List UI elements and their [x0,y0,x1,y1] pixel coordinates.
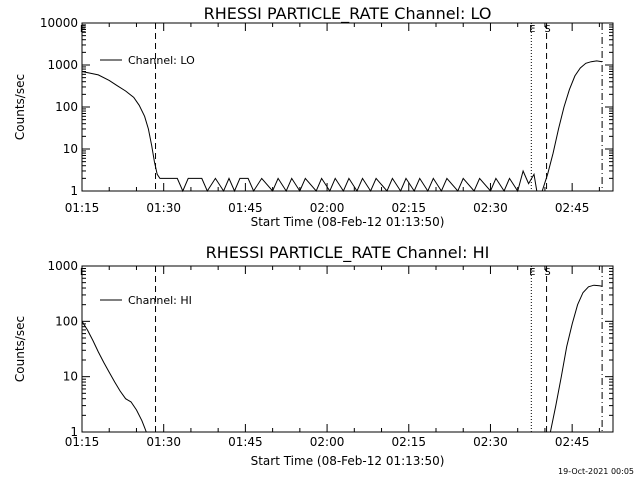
hi-y-tick-label: 10 [63,370,78,384]
hi-series-line [81,321,147,433]
lo-y-tick-label: 100 [55,100,78,114]
lo-y-tick-label: 1 [70,184,78,198]
hi-event-marker-label: E [529,267,535,278]
hi-x-tick-label: 02:45 [555,435,590,449]
lo-event-marker-label: E [80,24,86,35]
lo-x-tick-label: 02:15 [391,201,426,215]
hi-x-tick-label: 02:00 [310,435,345,449]
hi-x-tick-label: 01:45 [228,435,263,449]
lo-chart-title: RHESSI PARTICLE_RATE Channel: LO [204,4,492,24]
hi-chart-title: RHESSI PARTICLE_RATE Channel: HI [206,243,490,263]
hi-plot-frame [81,265,614,433]
lo-y-tick-label: 10 [63,142,78,156]
hi-x-axis-label: Start Time (08-Feb-12 01:13:50) [251,454,445,468]
lo-x-tick-label: 02:30 [473,201,508,215]
footer-date: 19-Oct-2021 00:05 [558,467,634,476]
hi-x-tick-label: 02:30 [473,435,508,449]
hi-y-tick-label: 1000 [47,259,78,273]
hi-y-tick-label: 1 [70,425,78,439]
hi-series-line [549,284,603,433]
lo-y-axis-label: Counts/sec [13,74,27,140]
hi-legend-label: Channel: HI [128,294,192,307]
hi-x-tick-label: 01:15 [65,435,100,449]
lo-series-line [81,60,603,193]
lo-x-axis-label: Start Time (08-Feb-12 01:13:50) [251,215,445,229]
lo-x-tick-label: 02:45 [555,201,590,215]
lo-x-tick-label: 02:00 [310,201,345,215]
lo-x-tick-label: 01:30 [146,201,181,215]
hi-x-tick-label: 02:15 [391,435,426,449]
lo-y-tick-label: 1000 [47,58,78,72]
hi-event-marker-label: E [80,267,86,278]
lo-plot-frame [81,22,614,192]
lo-legend-label: Channel: LO [128,54,195,67]
lo-y-tick-label: 10000 [40,16,78,30]
lo-x-tick-label: 01:45 [228,201,263,215]
hi-x-tick-label: 01:30 [146,435,181,449]
lo-x-tick-label: 01:15 [65,201,100,215]
hi-event-marker-label: S [544,267,550,278]
lo-event-marker-label: E [529,24,535,35]
hi-y-axis-label: Counts/sec [13,316,27,382]
lo-event-marker-label: S [544,24,550,35]
hi-y-tick-label: 100 [55,314,78,328]
